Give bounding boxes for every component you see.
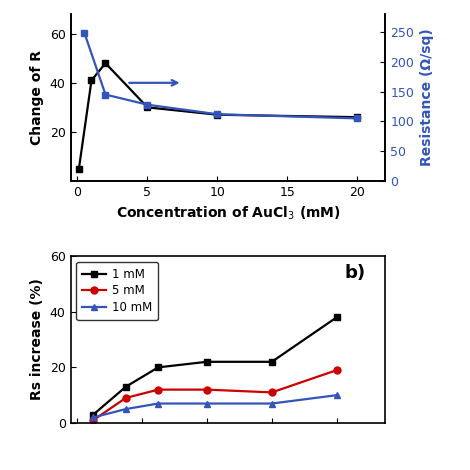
1 mM	[90, 412, 96, 417]
10 mM	[204, 401, 210, 407]
Line: 5 mM: 5 mM	[90, 367, 340, 423]
10 mM	[90, 415, 96, 420]
Line: 1 mM: 1 mM	[90, 314, 340, 418]
5 mM	[90, 417, 96, 423]
Legend: 1 mM, 5 mM, 10 mM: 1 mM, 5 mM, 10 mM	[77, 262, 158, 320]
1 mM	[155, 365, 161, 370]
1 mM	[123, 384, 128, 390]
Y-axis label: Change of R: Change of R	[30, 50, 44, 145]
10 mM	[334, 392, 339, 398]
5 mM	[269, 390, 274, 395]
1 mM	[204, 359, 210, 365]
1 mM	[334, 314, 339, 320]
Y-axis label: Resistance (Ω/sq): Resistance (Ω/sq)	[420, 29, 434, 166]
10 mM	[123, 406, 128, 412]
X-axis label: Concentration of AuCl$_3$ (mM): Concentration of AuCl$_3$ (mM)	[116, 204, 340, 222]
10 mM	[155, 401, 161, 407]
1 mM	[269, 359, 274, 365]
5 mM	[334, 368, 339, 373]
Line: 10 mM: 10 mM	[90, 392, 340, 421]
5 mM	[204, 387, 210, 392]
5 mM	[123, 395, 128, 401]
10 mM	[269, 401, 274, 407]
5 mM	[155, 387, 161, 392]
Y-axis label: Rs increase (%): Rs increase (%)	[30, 279, 44, 400]
Text: b): b)	[345, 265, 366, 282]
